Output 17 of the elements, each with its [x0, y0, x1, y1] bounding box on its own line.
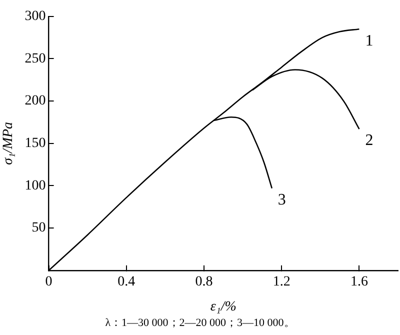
x-axis-title: ε₁/%	[210, 299, 236, 314]
y-tick-label: 100	[24, 178, 46, 194]
series-label: 1	[365, 32, 374, 50]
x-tick-label: 1.6	[350, 274, 368, 290]
y-tick-label: 150	[24, 136, 46, 152]
text: λ：1—30 000；2—20 000；3—10 000。	[104, 316, 296, 330]
x-tick-label: 0	[45, 274, 52, 290]
series-label: 3	[278, 191, 286, 208]
x-tick-label: 1.2	[272, 274, 290, 290]
y-tick-label: 200	[24, 94, 46, 109]
y-tick-label: 250	[24, 51, 46, 66]
x-tick-label: 0.4	[118, 274, 136, 290]
y-tick-label: 50	[32, 220, 46, 236]
x-tick-label: 0.8	[195, 274, 213, 290]
y-axis-title: σ₁/MPa	[1, 122, 16, 165]
series-label: 2	[365, 132, 374, 150]
y-tick-label: 300	[24, 9, 46, 24]
